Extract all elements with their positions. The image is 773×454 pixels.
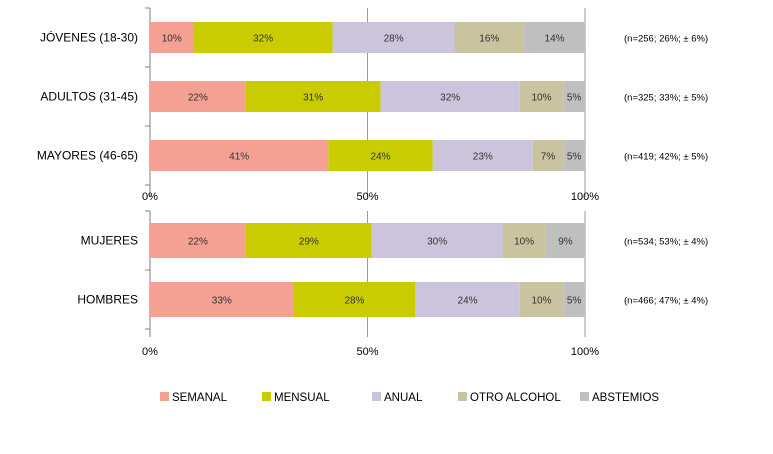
legend-swatch <box>458 392 467 401</box>
sample-annotation: (n=419; 42%; ± 5%) <box>624 152 708 163</box>
bar-segment <box>454 22 525 53</box>
bar-segment <box>245 223 372 258</box>
data-label: 5% <box>567 296 582 307</box>
bar-segment <box>150 140 329 171</box>
sample-annotation: (n=325; 33%; ± 5%) <box>624 93 708 104</box>
data-label: 5% <box>567 152 582 163</box>
data-label: 24% <box>371 152 391 163</box>
x-tick-label: 50% <box>356 191 378 203</box>
bar-segment <box>532 140 564 171</box>
x-tick-label: 0% <box>142 191 158 203</box>
legend-label: MENSUAL <box>274 392 330 404</box>
category-label: JÓVENES (18-30) <box>40 30 138 45</box>
bar-segment <box>563 81 585 112</box>
bar-segment <box>371 223 503 258</box>
legend-swatch <box>160 392 169 401</box>
category-label: ADULTOS (31-45) <box>40 90 138 104</box>
bar-segment <box>415 282 520 317</box>
data-label: 5% <box>567 93 582 104</box>
data-label: 29% <box>299 237 319 248</box>
category-label: MUJERES <box>81 234 138 248</box>
x-tick-label: 50% <box>356 346 378 358</box>
data-label: 22% <box>188 237 208 248</box>
bar-segment <box>519 282 564 317</box>
legend-swatch <box>580 392 589 401</box>
data-label: 9% <box>558 237 573 248</box>
data-label: 32% <box>440 93 460 104</box>
data-label: 14% <box>545 34 565 45</box>
bar-segment <box>380 81 520 112</box>
bar-segment <box>545 223 585 258</box>
bar-segment <box>524 22 585 53</box>
sample-annotation: (n=534; 53%; ± 4%) <box>624 237 708 248</box>
legend-label: ANUAL <box>384 392 423 404</box>
legend-label: SEMANAL <box>172 392 228 404</box>
category-label: HOMBRES <box>77 293 138 307</box>
legend-label: OTRO ALCOHOL <box>470 392 561 404</box>
bar-segment <box>328 140 433 171</box>
data-label: 23% <box>473 152 493 163</box>
data-label: 22% <box>188 93 208 104</box>
bar-segment <box>150 223 246 258</box>
sample-annotation: (n=256; 26%; ± 6%) <box>624 34 708 45</box>
bar-segment <box>150 282 294 317</box>
data-label: 28% <box>384 34 404 45</box>
bar-segment <box>150 81 246 112</box>
bar-segment <box>563 282 585 317</box>
bar-segment <box>563 140 585 171</box>
bar-segment <box>193 22 333 53</box>
bar-segment <box>150 22 194 53</box>
data-label: 31% <box>303 93 323 104</box>
data-label: 32% <box>253 34 273 45</box>
bar-segment <box>293 282 416 317</box>
bar-segment <box>332 22 455 53</box>
x-tick-label: 0% <box>142 346 158 358</box>
legend-label: ABSTEMIOS <box>592 392 659 404</box>
x-tick-label: 100% <box>571 191 599 203</box>
data-label: 28% <box>344 296 364 307</box>
bar-segment <box>519 81 564 112</box>
category-label: MAYORES (46-65) <box>37 149 138 163</box>
sample-annotation: (n=466; 47%; ± 4%) <box>624 296 708 307</box>
data-label: 10% <box>531 296 551 307</box>
bar-segment <box>432 140 533 171</box>
bar-segment <box>502 223 546 258</box>
legend-swatch <box>262 392 271 401</box>
data-label: 10% <box>531 93 551 104</box>
data-label: 10% <box>514 237 534 248</box>
data-label: 24% <box>458 296 478 307</box>
data-label: 30% <box>427 237 447 248</box>
data-label: 33% <box>212 296 232 307</box>
data-label: 7% <box>541 152 556 163</box>
data-label: 41% <box>229 152 249 163</box>
legend-swatch <box>372 392 381 401</box>
data-label: 10% <box>162 34 182 45</box>
data-label: 16% <box>479 34 499 45</box>
x-tick-label: 100% <box>571 346 599 358</box>
bar-segment <box>245 81 381 112</box>
